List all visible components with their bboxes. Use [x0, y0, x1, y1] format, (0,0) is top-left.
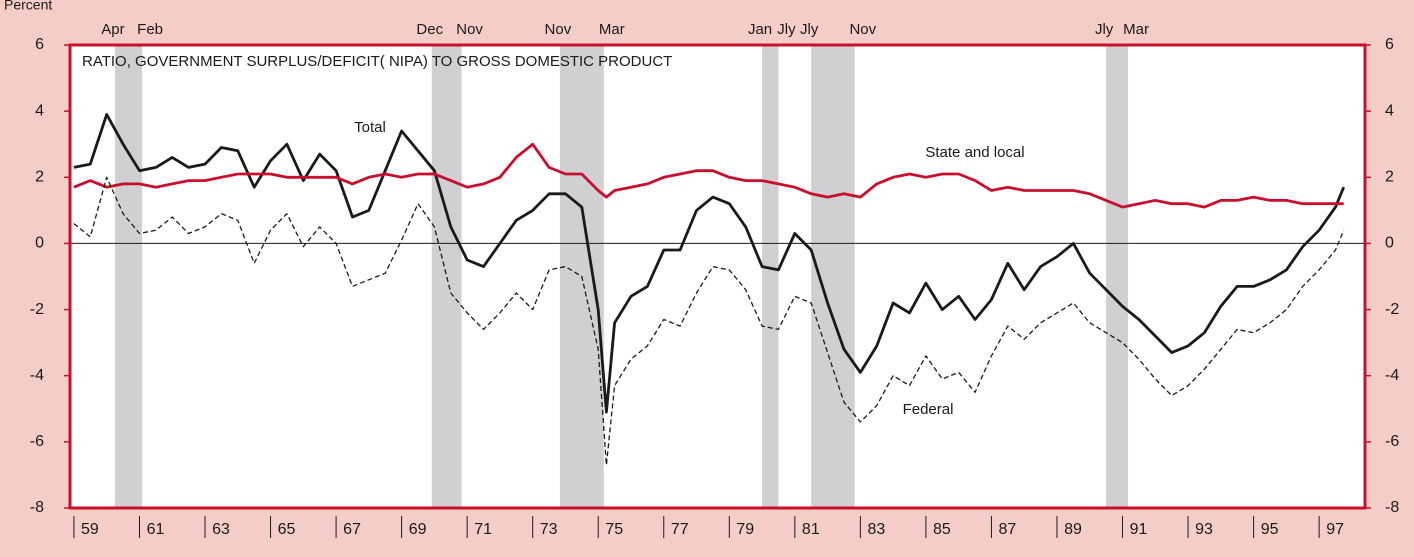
x-tick-label: 65 [278, 521, 296, 538]
y-tick-label: 2 [35, 169, 44, 186]
series-line [73, 176, 1345, 466]
x-tick-label: 95 [1261, 521, 1279, 538]
chart-title: RATIO, GOVERNMENT SURPLUS/DEFICIT( NIPA)… [82, 53, 672, 70]
x-tick-label: 61 [147, 521, 165, 538]
recession-end-label: Mar [599, 21, 625, 38]
series-line [73, 142, 1344, 209]
recession-start-label: Apr [101, 21, 124, 38]
x-tick-label: 83 [867, 521, 885, 538]
recession-band [1106, 45, 1129, 508]
x-tick-label: 67 [343, 521, 361, 538]
recession-band [114, 45, 143, 508]
recession-start-label: Nov [545, 21, 572, 38]
x-tick-label: 71 [474, 521, 492, 538]
x-tick-label: 85 [933, 521, 951, 538]
plot-frame [68, 43, 1367, 510]
recession-start-label: Jly [1095, 21, 1114, 38]
x-tick-label: 91 [1130, 521, 1148, 538]
series-label: Federal [903, 401, 954, 418]
recession-start-label: Jan [748, 21, 772, 38]
y2-tick-label: -6 [1385, 433, 1399, 450]
x-tick-label: 87 [999, 521, 1017, 538]
x-tick-label: 77 [671, 521, 689, 538]
x-tick-label: 63 [212, 521, 230, 538]
y2-tick-label: 6 [1385, 36, 1394, 53]
y2-tick-label: 4 [1385, 102, 1394, 119]
y-tick-label: -8 [30, 499, 44, 516]
recession-end-label: Feb [137, 21, 163, 38]
y2-tick-label: 0 [1385, 235, 1394, 252]
x-tick-label: 69 [409, 521, 427, 538]
y2-tick-label: -8 [1385, 499, 1399, 516]
recession-band [811, 45, 855, 508]
x-tick-label: 81 [802, 521, 820, 538]
y-tick-label: 4 [35, 102, 44, 119]
x-tick-label: 75 [605, 521, 623, 538]
recession-end-label: Mar [1123, 21, 1149, 38]
y2-tick-label: -2 [1385, 301, 1399, 318]
x-tick-label: 79 [736, 521, 754, 538]
recession-start-label: Dec [416, 21, 443, 38]
series-label: State and local [925, 144, 1024, 161]
y-tick-label: 6 [35, 36, 44, 53]
x-tick-label: 59 [81, 521, 99, 538]
y2-tick-label: -4 [1385, 367, 1399, 384]
x-tick-label: 93 [1195, 521, 1213, 538]
x-tick-label: 73 [540, 521, 558, 538]
y-tick-label: -2 [30, 301, 44, 318]
y-tick-label: -6 [30, 433, 44, 450]
recession-start-label: Jly [800, 21, 819, 38]
plot-area [70, 45, 1365, 508]
y-tick-label: 0 [35, 235, 44, 252]
recession-end-label: Nov [849, 21, 876, 38]
recession-end-label: Nov [456, 21, 483, 38]
y-tick-label: -4 [30, 367, 44, 384]
x-tick-label: 89 [1064, 521, 1082, 538]
recession-band [431, 45, 462, 508]
y2-tick-label: 2 [1385, 169, 1394, 186]
recession-end-label: Jly [777, 21, 796, 38]
x-tick-label: 97 [1326, 521, 1344, 538]
series-line [73, 113, 1345, 414]
recession-band [762, 45, 779, 508]
series-label: Total [354, 119, 386, 136]
y-axis-label: Percent [4, 0, 52, 13]
